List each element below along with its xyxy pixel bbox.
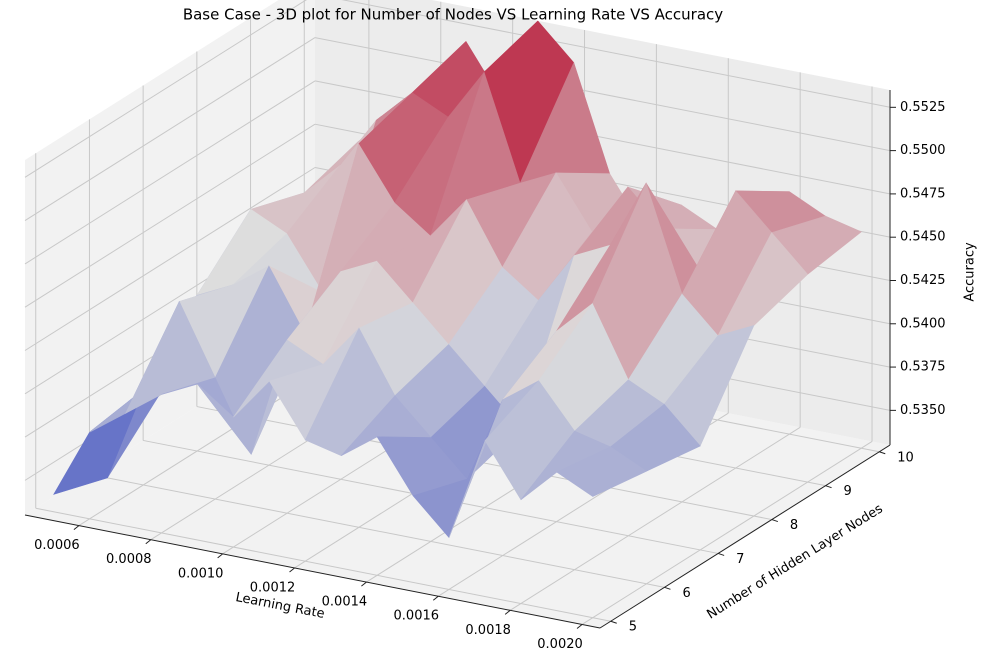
x-tick-label: 0.0006 xyxy=(34,538,80,553)
y-tick-label: 7 xyxy=(736,552,744,567)
x-tick xyxy=(432,595,439,601)
x-tick xyxy=(504,609,511,615)
x-tick xyxy=(217,553,223,559)
y-tick xyxy=(879,451,886,455)
x-tick xyxy=(73,525,80,530)
grid-line xyxy=(509,426,801,611)
x-tick xyxy=(361,581,367,587)
y-tick xyxy=(825,485,832,489)
x-tick-label: 0.0020 xyxy=(537,637,583,652)
y-tick-label: 5 xyxy=(629,620,637,635)
y-tick xyxy=(717,552,725,556)
y-tick-label: 9 xyxy=(844,484,852,499)
z-tick-label: 0.5400 xyxy=(900,316,946,331)
z-tick-label: 0.5500 xyxy=(900,143,946,158)
x-tick-label: 0.0010 xyxy=(178,566,224,581)
y-tick xyxy=(664,586,671,590)
x-tick-label: 0.0018 xyxy=(465,623,511,638)
y-tick-label: 10 xyxy=(897,450,914,465)
x-tick-label: 0.0016 xyxy=(394,609,440,624)
grid-line xyxy=(24,123,316,308)
grid-line xyxy=(89,473,665,588)
x-tick xyxy=(145,539,152,545)
grid-line xyxy=(581,441,873,625)
y-tick xyxy=(610,620,617,624)
chart-title: Base Case - 3D plot for Number of Nodes … xyxy=(183,6,723,24)
x-tick xyxy=(576,624,583,629)
grid-line xyxy=(24,0,307,178)
x-tick-label: 0.0012 xyxy=(250,580,296,595)
grid-line xyxy=(314,37,891,152)
surface-patch xyxy=(556,446,648,497)
z-tick-label: 0.5425 xyxy=(900,273,946,288)
z-tick-label: 0.5450 xyxy=(900,230,946,245)
grid-line xyxy=(341,0,891,108)
surface xyxy=(53,20,862,539)
axis-line xyxy=(599,444,891,629)
grid-line xyxy=(24,80,316,265)
z-tick-label: 0.5375 xyxy=(900,360,946,375)
grid-line xyxy=(35,507,611,622)
y-tick-label: 6 xyxy=(682,586,690,601)
y-tick xyxy=(771,519,779,523)
axis-line xyxy=(24,514,601,629)
x-tick xyxy=(289,567,295,573)
grid-line xyxy=(196,406,772,521)
labels: 0.0006 0.0008 0.0010 0.0012 0.0014 0.0016 0.00… xyxy=(24,90,946,652)
z-tick-label: 0.5525 xyxy=(900,100,946,115)
x-tick-label: 0.0008 xyxy=(106,552,152,567)
z-tick-label: 0.5350 xyxy=(900,403,946,418)
z-axis-label: Accuracy xyxy=(963,242,978,302)
z-tick-label: 0.5475 xyxy=(900,186,946,201)
grid-line xyxy=(24,37,316,222)
y-tick-label: 8 xyxy=(790,518,798,533)
x-tick-label: 0.0014 xyxy=(322,595,368,610)
grid-line xyxy=(24,167,316,351)
left-pane xyxy=(25,0,315,515)
